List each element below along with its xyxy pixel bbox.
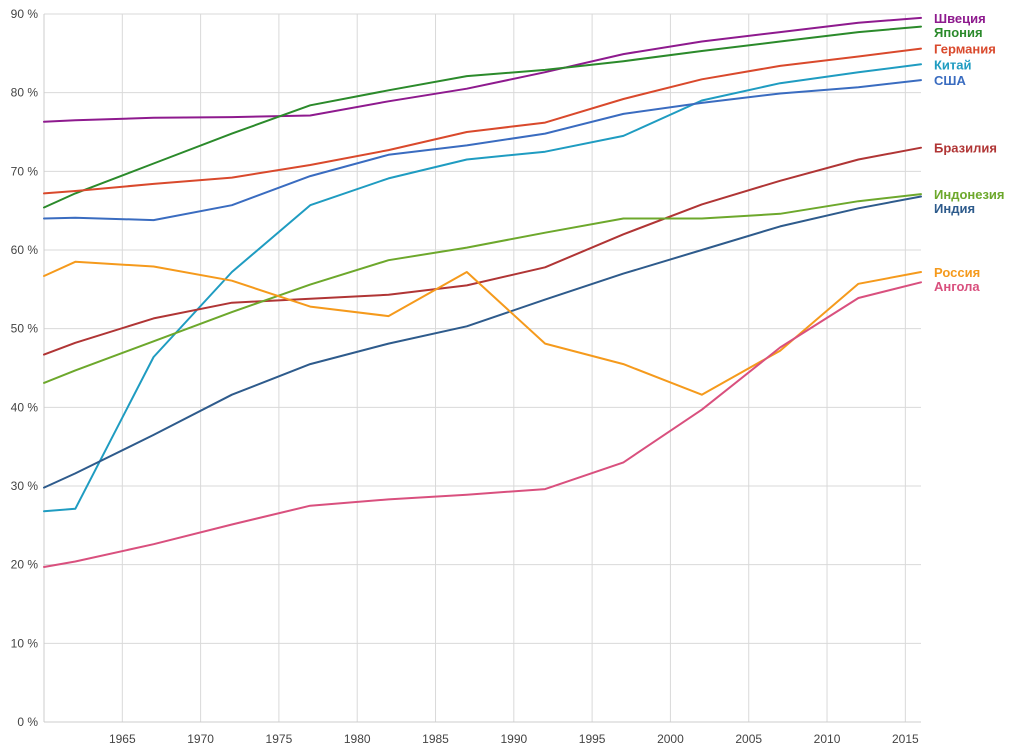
series-line: [43, 63, 922, 513]
series-line: [43, 25, 922, 209]
series-line: [43, 79, 922, 222]
legend-label: Китай: [934, 57, 972, 72]
series-line: [43, 47, 922, 195]
x-tick-label: 2010: [814, 732, 841, 746]
grid: [44, 13, 921, 723]
legend-label: Япония: [934, 25, 983, 40]
legend-label: Россия: [934, 265, 980, 280]
x-tick-label: 1990: [500, 732, 527, 746]
x-tick-label: 1965: [109, 732, 136, 746]
legend-label: Швеция: [934, 11, 986, 26]
series-line: [43, 260, 922, 396]
axes: 0 % 10 % 20 % 30 % 40 % 50 % 60 % 70 % 80 % 90 % 1…: [11, 7, 921, 746]
y-tick-label: 50 %: [11, 322, 39, 336]
y-tick-label: 0 %: [17, 715, 38, 729]
series-line: [43, 281, 922, 568]
y-tick-label: 40 %: [11, 400, 39, 414]
y-tick-label: 20 %: [11, 558, 39, 572]
x-tick-label: 2015: [892, 732, 919, 746]
x-tick-label: 1985: [422, 732, 449, 746]
y-tick-label: 70 %: [11, 164, 39, 178]
x-tick-label: 1970: [187, 732, 214, 746]
series-lines: [43, 16, 922, 568]
legend-label: США: [934, 73, 966, 88]
series-line: [43, 146, 922, 356]
legend-label: Индия: [934, 201, 975, 216]
legend-label: Германия: [934, 42, 996, 57]
series-line: [43, 195, 922, 489]
legend-label: Индонезия: [934, 187, 1005, 202]
series-line: [43, 16, 922, 123]
x-tick-label: 2005: [735, 732, 762, 746]
x-tick-label: 1975: [266, 732, 293, 746]
legend-label: Ангола: [934, 279, 980, 294]
y-tick-label: 90 %: [11, 7, 39, 21]
y-tick-label: 60 %: [11, 243, 39, 257]
y-tick-label: 30 %: [11, 479, 39, 493]
x-tick-label: 1995: [579, 732, 606, 746]
x-tick-label: 2000: [657, 732, 684, 746]
legend-label: Бразилия: [934, 141, 997, 156]
series-line: [43, 193, 922, 384]
y-tick-label: 80 %: [11, 86, 39, 100]
x-tick-label: 1980: [344, 732, 371, 746]
y-tick-label: 10 %: [11, 636, 39, 650]
